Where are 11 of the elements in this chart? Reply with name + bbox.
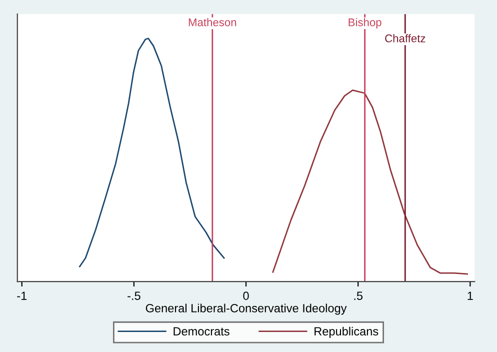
ref-line-label: Chaffetz (385, 34, 426, 42)
x-tick-label: 1 (468, 292, 473, 300)
x-axis-title: General Liberal-Conservative Ideology (146, 304, 347, 315)
ref-line-label: Bishop (348, 18, 382, 28)
x-tick-label: -.5 (128, 292, 140, 300)
x-tick-label: -1 (17, 292, 27, 300)
ref-line-label: Matheson (188, 18, 236, 26)
legend-label: Democrats (174, 327, 230, 336)
legend-label: Republicans (314, 326, 378, 338)
x-tick-label: .5 (354, 292, 363, 300)
x-tick-label: 0 (243, 292, 249, 300)
